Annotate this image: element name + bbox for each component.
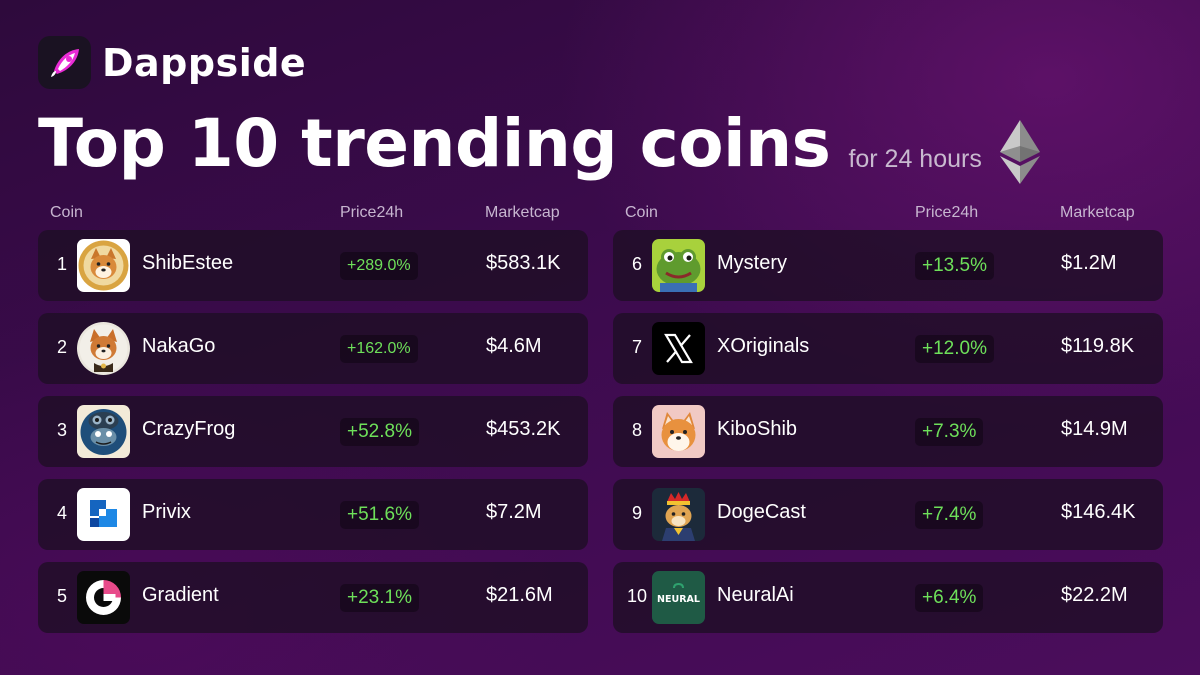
coins-column-left: Coin Price24h Marketcap 1 ShibEstee +289…	[38, 200, 588, 645]
header-coin: Coin	[625, 204, 658, 221]
coin-row[interactable]: 2 NakaGo +162.0% $4.6M	[38, 313, 588, 384]
coin-marketcap: $583.1K	[486, 252, 561, 274]
price-change-badge: +52.8%	[340, 418, 419, 446]
gradient-logo-icon	[77, 571, 130, 624]
header-price: Price24h	[340, 204, 404, 221]
shiba-dog-icon	[77, 322, 130, 375]
coin-name: NakaGo	[142, 335, 216, 357]
coin-marketcap: $453.2K	[486, 418, 561, 440]
price-change-badge: +12.0%	[915, 335, 994, 363]
coin-row[interactable]: 4 Privix +51.6% $7.2M	[38, 479, 588, 550]
coin-marketcap: $146.4K	[1061, 501, 1136, 523]
price-change-badge: +13.5%	[915, 252, 994, 280]
header-coin: Coin	[50, 204, 83, 221]
frog-helmet-icon	[77, 405, 130, 458]
coin-rank: 10	[626, 586, 648, 606]
brand: Dappside	[38, 36, 306, 89]
coin-rank: 5	[56, 586, 67, 606]
header-price: Price24h	[915, 204, 979, 221]
coin-rank: 9	[631, 503, 642, 523]
coin-marketcap: $119.8K	[1061, 335, 1135, 357]
page-title: Top 10 trending coins	[38, 105, 831, 182]
shiba-face-icon	[652, 405, 705, 458]
coin-name: Gradient	[142, 584, 219, 606]
coin-name: Privix	[142, 501, 191, 523]
coin-row[interactable]: 6 Mystery +13.5% $1.2M	[613, 230, 1163, 301]
column-header: Coin Price24h Marketcap	[613, 200, 1163, 230]
brand-name: Dappside	[102, 40, 307, 85]
price-change-badge: +7.4%	[915, 501, 984, 529]
privix-logo-icon	[77, 488, 130, 541]
price-change-badge: +6.4%	[915, 584, 984, 612]
coin-rank: 8	[631, 420, 642, 440]
doge-king-icon	[652, 488, 705, 541]
coin-name: ShibEstee	[142, 252, 234, 274]
coin-name: CrazyFrog	[142, 418, 236, 440]
coin-name: Mystery	[717, 252, 787, 274]
coin-marketcap: $4.6M	[486, 335, 542, 357]
coin-rank: 2	[56, 337, 67, 357]
price-change-badge: +289.0%	[340, 252, 418, 280]
coin-marketcap: $14.9M	[1061, 418, 1128, 440]
coins-column-right: Coin Price24h Marketcap 6 Mystery +13.5%…	[613, 200, 1163, 645]
coin-name: XOriginals	[717, 335, 810, 357]
page-subtitle: for 24 hours	[848, 145, 982, 173]
coin-rank: 3	[56, 420, 67, 440]
coin-row[interactable]: 8 KiboShib +7.3% $14.9M	[613, 396, 1163, 467]
coin-rank: 7	[631, 337, 642, 357]
ethereum-icon	[999, 120, 1040, 188]
price-change-badge: +51.6%	[340, 501, 419, 529]
coin-name: DogeCast	[717, 501, 806, 523]
shiba-coin-icon	[77, 239, 130, 292]
coin-name: KiboShib	[717, 418, 798, 440]
coin-marketcap: $1.2M	[1061, 252, 1117, 274]
neural-logo-icon: NEURAL	[652, 571, 705, 624]
coin-rank: 4	[56, 503, 67, 523]
header-marketcap: Marketcap	[1060, 204, 1135, 221]
coin-row[interactable]: 1 ShibEstee +289.0% $583.1K	[38, 230, 588, 301]
coin-row[interactable]: 5 Gradient +23.1% $21.6M	[38, 562, 588, 633]
coin-row[interactable]: 10 NEURAL NeuralAi +6.4% $22.2M	[613, 562, 1163, 633]
coin-rank: 6	[631, 254, 642, 274]
rocket-icon	[38, 36, 91, 89]
header-marketcap: Marketcap	[485, 204, 560, 221]
coin-row[interactable]: 9 DogeCast +7.4% $146.4K	[613, 479, 1163, 550]
price-change-badge: +23.1%	[340, 584, 419, 612]
neural-logo-text: NEURAL	[657, 594, 700, 605]
title-row: Top 10 trending coins for 24 hours	[38, 104, 1040, 184]
coin-marketcap: $7.2M	[486, 501, 542, 523]
pepe-frog-icon	[652, 239, 705, 292]
column-header: Coin Price24h Marketcap	[38, 200, 588, 230]
price-change-badge: +162.0%	[340, 335, 418, 363]
coin-name: NeuralAi	[717, 584, 794, 606]
x-logo-icon	[652, 322, 705, 375]
coin-rank: 1	[56, 254, 67, 274]
coin-marketcap: $21.6M	[486, 584, 553, 606]
price-change-badge: +7.3%	[915, 418, 984, 446]
coin-row[interactable]: 7 XOriginals +12.0% $119.8K	[613, 313, 1163, 384]
coin-row[interactable]: 3 CrazyFrog +52.8% $453.2K	[38, 396, 588, 467]
coin-marketcap: $22.2M	[1061, 584, 1128, 606]
